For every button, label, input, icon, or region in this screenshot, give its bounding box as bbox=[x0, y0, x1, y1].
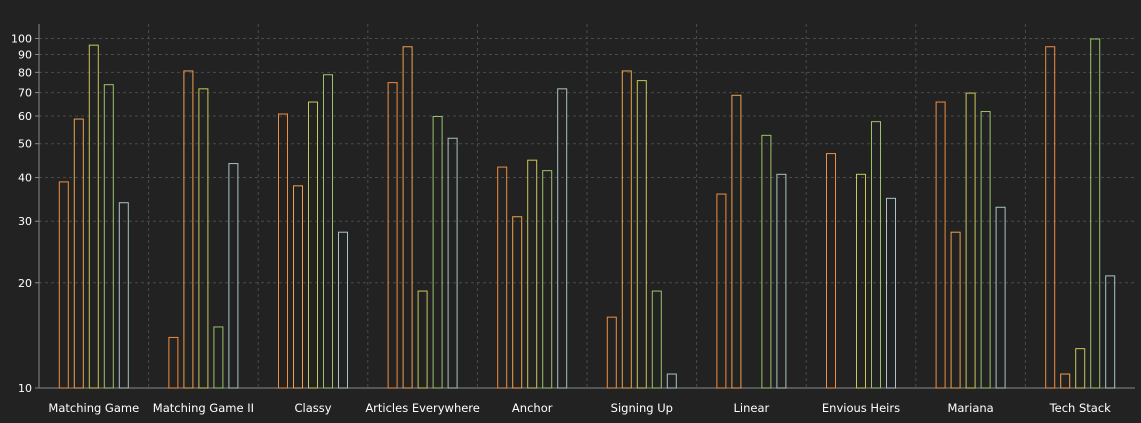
y-tick-label: 60 bbox=[18, 110, 32, 123]
bar bbox=[557, 88, 568, 389]
bar bbox=[447, 137, 458, 389]
axes bbox=[35, 24, 1135, 389]
bar bbox=[432, 116, 443, 389]
bar bbox=[73, 118, 84, 389]
bar bbox=[980, 111, 991, 389]
bar bbox=[965, 92, 976, 389]
bar bbox=[886, 197, 896, 389]
bar bbox=[1060, 373, 1071, 389]
y-tick-label: 50 bbox=[18, 138, 32, 151]
bar bbox=[1045, 46, 1056, 389]
bars bbox=[58, 38, 1116, 389]
x-category-label: Mariana bbox=[947, 401, 993, 415]
y-tick-label: 80 bbox=[18, 66, 32, 79]
bar bbox=[995, 206, 1006, 389]
bar bbox=[651, 290, 662, 389]
bar bbox=[118, 202, 129, 389]
bar bbox=[731, 94, 742, 389]
x-category-label: Anchor bbox=[512, 401, 553, 415]
bar bbox=[1090, 38, 1101, 389]
bar bbox=[871, 121, 881, 389]
x-category-label: Signing Up bbox=[611, 401, 673, 415]
x-category-label: Tech Stack bbox=[1049, 401, 1112, 415]
y-tick-label: 100 bbox=[11, 32, 32, 45]
y-tick-label: 20 bbox=[18, 277, 32, 290]
bar bbox=[402, 46, 413, 389]
bar bbox=[198, 88, 209, 389]
x-category-label: Linear bbox=[734, 401, 770, 415]
y-tick-label: 40 bbox=[18, 172, 32, 185]
grid-lines bbox=[39, 24, 1135, 388]
bar bbox=[935, 101, 946, 389]
bar bbox=[621, 70, 632, 389]
y-tick-label: 70 bbox=[18, 87, 32, 100]
bar bbox=[293, 185, 303, 389]
bar bbox=[228, 163, 239, 389]
bar bbox=[497, 166, 508, 389]
bar bbox=[512, 216, 523, 389]
y-tick-label: 10 bbox=[18, 382, 32, 395]
bar bbox=[716, 193, 727, 389]
y-tick-label: 90 bbox=[18, 48, 32, 61]
bar bbox=[103, 84, 114, 389]
bar bbox=[168, 336, 179, 389]
bar bbox=[387, 82, 398, 389]
x-category-label: Matching Game II bbox=[153, 401, 254, 415]
bar bbox=[338, 231, 348, 389]
bar bbox=[826, 153, 836, 389]
bar bbox=[323, 74, 333, 389]
bar bbox=[88, 44, 99, 389]
bar bbox=[183, 70, 194, 389]
bar bbox=[606, 316, 617, 389]
bar bbox=[527, 159, 538, 389]
bar bbox=[213, 326, 224, 389]
x-category-label: Classy bbox=[294, 401, 331, 415]
labels: 10 20 30 40 50 60 70 80 90 100 Matching Game Matchi… bbox=[11, 32, 1111, 415]
bar bbox=[417, 290, 428, 389]
bar bbox=[58, 181, 69, 389]
bar bbox=[950, 231, 961, 389]
bar bbox=[542, 170, 553, 389]
bar bbox=[761, 134, 772, 389]
bar bbox=[856, 173, 866, 389]
y-tick-label: 30 bbox=[18, 215, 32, 228]
x-category-label: Matching Game bbox=[48, 401, 139, 415]
bar bbox=[666, 373, 677, 389]
bar bbox=[1075, 348, 1086, 389]
x-category-label: Envious Heirs bbox=[822, 401, 900, 415]
bar bbox=[776, 173, 787, 389]
x-category-label: Articles Everywhere bbox=[365, 401, 480, 415]
bar bbox=[308, 101, 318, 389]
bar bbox=[636, 80, 647, 389]
bar bbox=[278, 113, 288, 389]
bar bbox=[1105, 275, 1116, 389]
